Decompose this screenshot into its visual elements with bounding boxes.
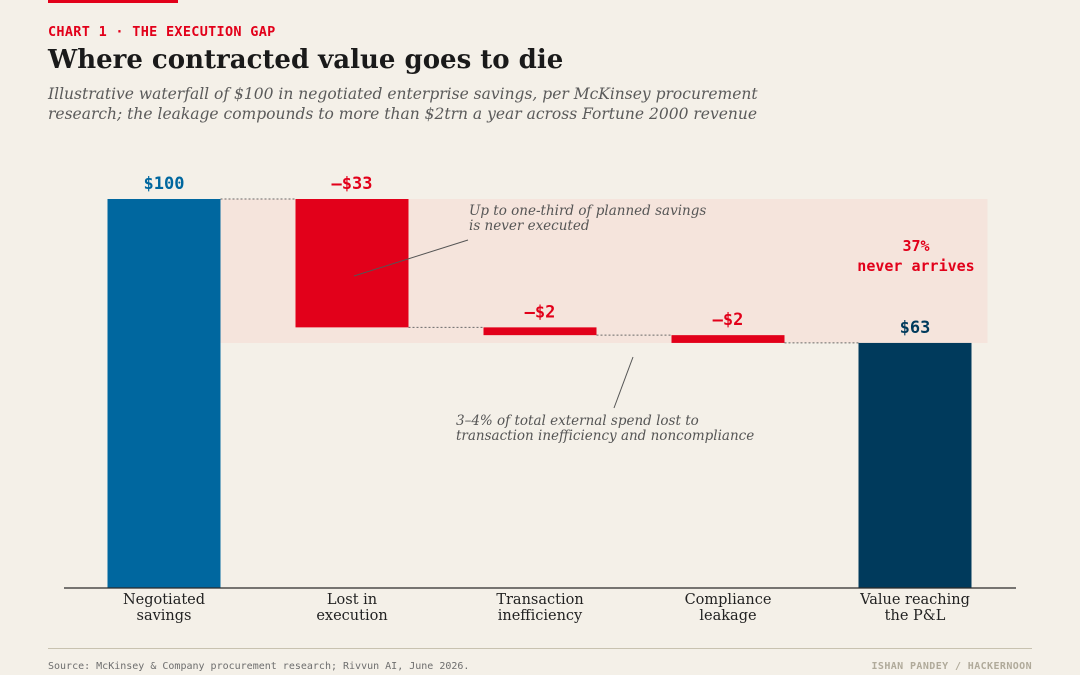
category-label: the P&L	[885, 608, 946, 624]
bar-lost-in-execution	[295, 199, 409, 328]
data-label: –$2	[525, 302, 556, 322]
top-accent-rule	[48, 0, 178, 3]
data-label: $100	[144, 174, 185, 194]
footer-rule	[48, 648, 1032, 649]
bar-negotiated-savings	[107, 199, 221, 588]
annotation-leader-line	[353, 239, 469, 277]
bar-transaction-inefficiency	[483, 327, 597, 336]
data-label: –$33	[332, 174, 373, 194]
chart-kicker: CHART 1 · THE EXECUTION GAP	[48, 24, 276, 40]
chart-title: Where contracted value goes to die	[48, 45, 564, 75]
category-label: Lost in	[327, 592, 377, 608]
category-label: execution	[316, 608, 387, 624]
gap-callout-percent: 37%	[902, 237, 929, 255]
category-label: leakage	[699, 608, 756, 624]
category-label: Transaction	[496, 592, 583, 608]
category-label: Negotiated	[123, 592, 205, 608]
category-label: Value reaching	[859, 592, 970, 608]
annotation-text: transaction inefficiency and noncomplian…	[456, 428, 754, 444]
category-label: inefficiency	[498, 608, 583, 624]
annotation-text: 3–4% of total external spend lost to	[456, 413, 699, 429]
data-label: $63	[900, 318, 931, 338]
gap-callout-text: never arrives	[857, 257, 974, 275]
bar-value-reaching-pl	[858, 342, 972, 588]
data-label: –$2	[713, 310, 744, 330]
annotation-text: is never executed	[469, 218, 590, 234]
bar-compliance-leakage	[671, 335, 785, 343]
category-label: savings	[137, 608, 192, 624]
source-note: Source: McKinsey & Company procurement r…	[48, 661, 470, 672]
chart-subtitle: Illustrative waterfall of $100 in negoti…	[48, 85, 758, 123]
annotation-text: Up to one-third of planned savings	[469, 203, 706, 219]
category-label: Compliance	[685, 592, 772, 608]
annotation-leader-line	[613, 356, 634, 409]
byline-credit: ISHAN PANDEY / HACKERNOON	[871, 661, 1032, 672]
